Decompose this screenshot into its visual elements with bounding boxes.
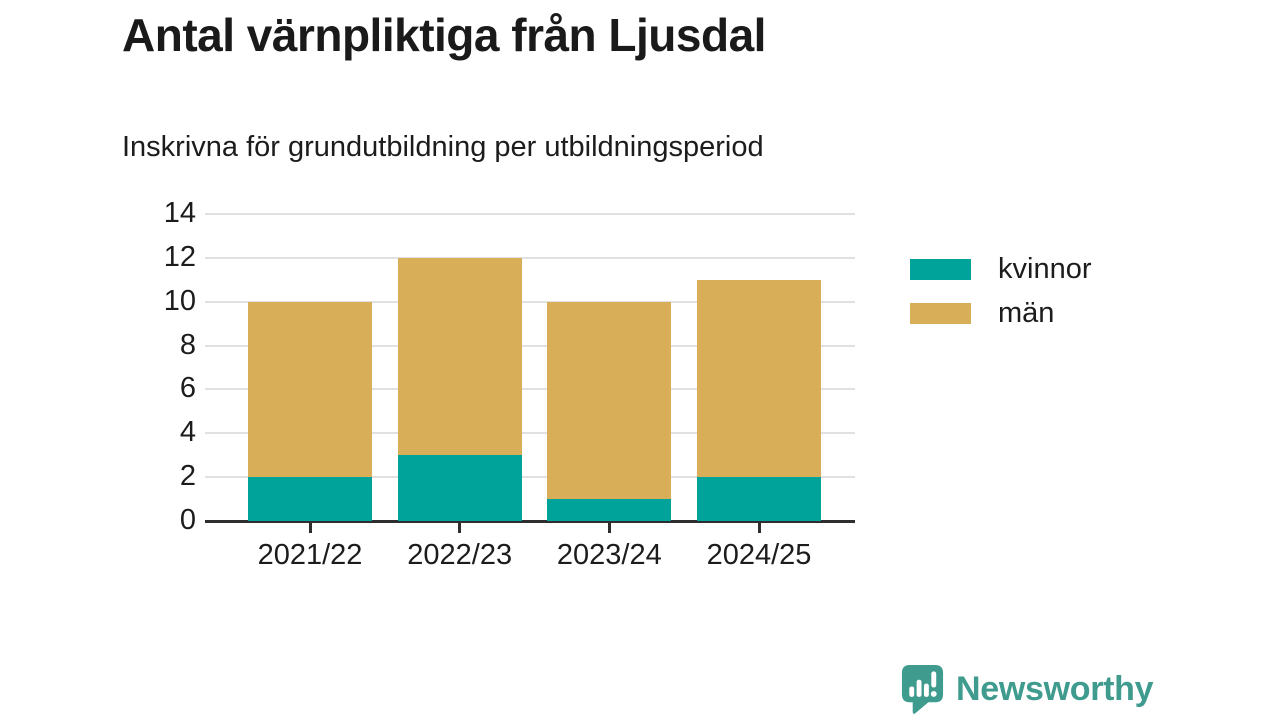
x-axis-tick bbox=[308, 522, 312, 533]
speech-bubble-bar-chart-icon bbox=[901, 665, 944, 714]
bar-segment-män bbox=[397, 257, 522, 456]
bar-segment-kvinnor bbox=[397, 455, 522, 521]
x-axis-line bbox=[205, 520, 855, 523]
y-axis-tick-label: 2 bbox=[179, 459, 196, 492]
bar-segment-män bbox=[697, 279, 821, 478]
gridline-6 bbox=[205, 388, 855, 391]
gridline-4 bbox=[205, 432, 855, 435]
bar-segment-kvinnor bbox=[547, 499, 672, 521]
legend-label: kvinnor bbox=[998, 252, 1092, 285]
y-axis-tick-label: 4 bbox=[179, 416, 196, 449]
y-axis-tick-label: 12 bbox=[163, 240, 196, 273]
legend: kvinnor män bbox=[910, 247, 1092, 335]
x-axis-tick bbox=[458, 522, 462, 533]
bar-segment-kvinnor bbox=[248, 477, 372, 521]
legend-item-kvinnor: kvinnor bbox=[910, 247, 1092, 291]
bar-segment-kvinnor bbox=[697, 477, 821, 521]
gridline-2 bbox=[205, 476, 855, 479]
legend-swatch-män bbox=[910, 302, 971, 324]
plot-area: 2021/22 2022/23 2023/24 2024/25 bbox=[205, 213, 855, 571]
y-axis-tick-label: 8 bbox=[179, 328, 196, 361]
y-axis-tick-label: 10 bbox=[163, 284, 196, 317]
gridline-10 bbox=[205, 300, 855, 303]
bar-segment-män bbox=[547, 301, 672, 500]
y-axis-tick-label: 14 bbox=[163, 196, 196, 229]
bar-segment-män bbox=[248, 301, 372, 478]
x-axis-tick-label: 2021/22 bbox=[257, 539, 363, 571]
x-axis-tick bbox=[607, 522, 611, 533]
legend-swatch-kvinnor bbox=[910, 258, 971, 280]
chart-title: Antal värnpliktiga från Ljusdal bbox=[122, 9, 766, 61]
gridline-8 bbox=[205, 344, 855, 347]
legend-item-män: män bbox=[910, 291, 1092, 335]
x-axis-tick-label: 2023/24 bbox=[556, 539, 662, 571]
y-axis-tick-label: 0 bbox=[179, 503, 196, 536]
legend-label: män bbox=[998, 296, 1055, 329]
y-axis-tick-label: 6 bbox=[179, 372, 196, 405]
newsworthy-logo: Newsworthy bbox=[899, 663, 1154, 715]
x-axis-tick bbox=[757, 522, 761, 533]
x-axis-tick-label: 2024/25 bbox=[706, 539, 812, 571]
newsworthy-logo-text: Newsworthy bbox=[956, 669, 1154, 708]
y-axis-labels: 0 2 4 6 8 10 12 14 bbox=[100, 197, 196, 536]
x-axis-tick-label: 2022/23 bbox=[407, 539, 513, 571]
chart-subtitle: Inskrivna för grundutbildning per utbild… bbox=[122, 131, 764, 163]
gridline-14 bbox=[205, 213, 855, 215]
gridline-12 bbox=[205, 256, 855, 259]
